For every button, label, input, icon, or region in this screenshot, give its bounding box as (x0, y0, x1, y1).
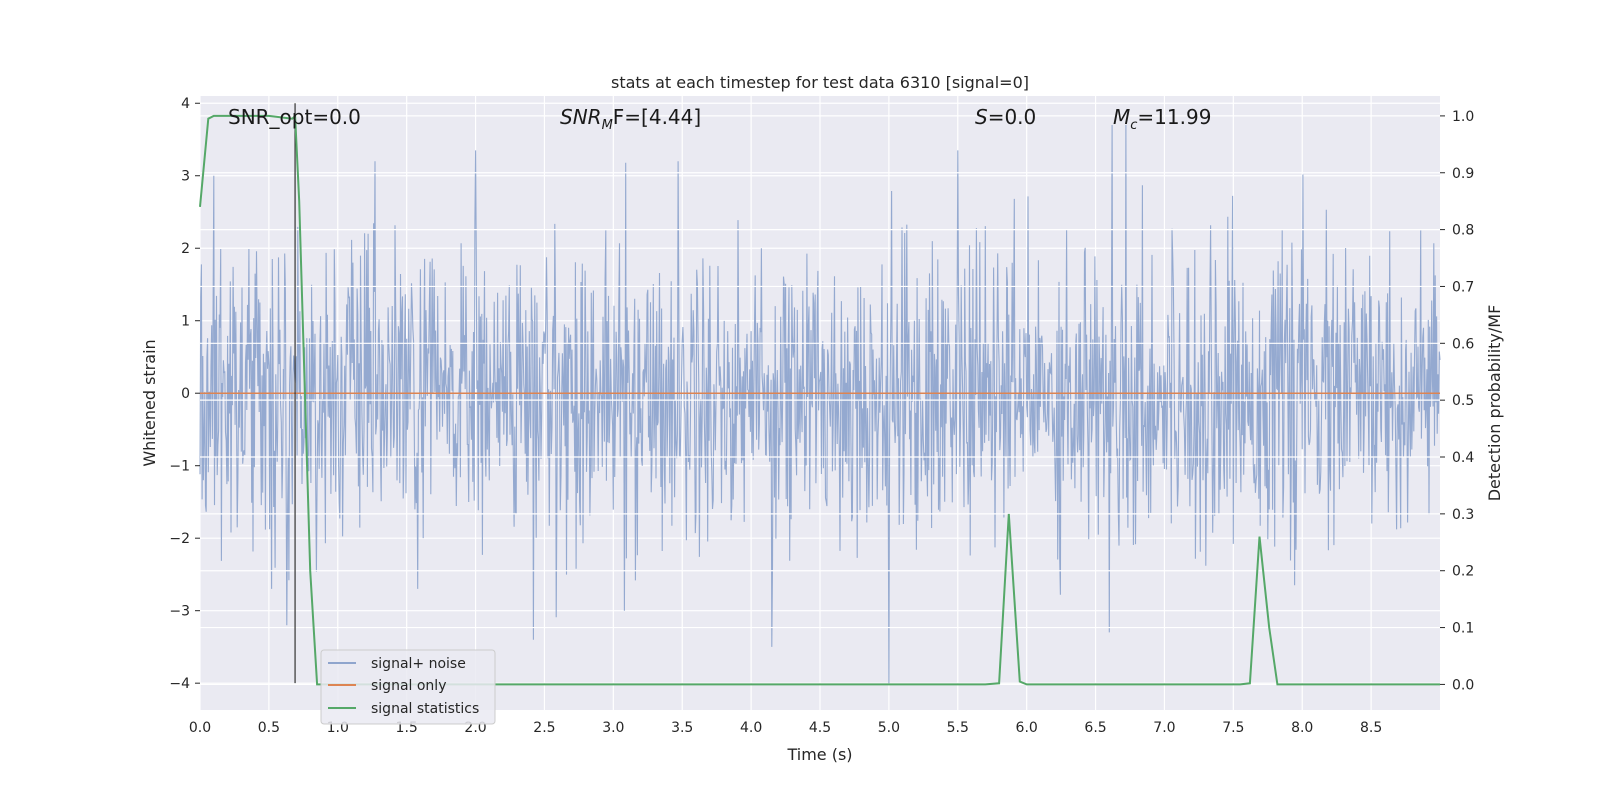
x-tick-label: 0.5 (258, 720, 280, 736)
x-tick-label: 2.5 (533, 720, 555, 736)
y-left-tick-label: 2 (181, 241, 190, 257)
s-main: S (975, 105, 988, 129)
legend-label-1: signal only (371, 678, 446, 694)
legend: signal+ noise signal only signal statist… (320, 649, 496, 725)
x-tick-label: 7.0 (1153, 720, 1175, 736)
y-right-tick-label: 0.3 (1452, 507, 1474, 523)
x-tick-label: 0.0 (189, 720, 211, 736)
y-left-tick-label: 0 (181, 386, 190, 402)
y-right-tick-label: 0.1 (1452, 621, 1474, 637)
y-left-tick-label: 1 (181, 314, 190, 330)
y-right-tick-label: 0.4 (1452, 450, 1474, 466)
snr-mf-main: SNR (560, 105, 602, 129)
y-right-ticks: 1.0 0.9 0.8 0.7 0.6 0.5 0.4 0.3 0.2 0.1 0.0 (1440, 109, 1474, 693)
x-tick-label: 7.5 (1222, 720, 1244, 736)
x-tick-label: 4.0 (740, 720, 762, 736)
y-left-tick-label: −2 (169, 531, 190, 547)
legend-box (320, 649, 496, 725)
mc-tail: =11.99 (1137, 105, 1211, 129)
x-tick-label: 8.0 (1291, 720, 1313, 736)
y-axis-right-label: Detection probability/MF (1485, 305, 1504, 502)
y-axis-left-label: Whitened strain (140, 339, 159, 466)
y-left-ticks: 4 3 2 1 0 −1 −2 −3 −4 (169, 96, 200, 692)
mc-sub: c (1130, 118, 1137, 133)
x-tick-label: 6.5 (1084, 720, 1106, 736)
annotation-s: S=0.0 (975, 105, 1036, 129)
x-tick-label: 6.0 (1016, 720, 1038, 736)
signal-noise-series (199, 124, 1441, 684)
y-left-tick-label: 4 (181, 96, 190, 112)
y-right-tick-label: 1.0 (1452, 109, 1474, 125)
y-right-tick-label: 0.9 (1452, 166, 1474, 182)
x-tick-label: 4.5 (809, 720, 831, 736)
snr-mf-sub: M (602, 118, 613, 133)
snr-mf-tail: F=[4.44] (613, 105, 701, 129)
y-right-tick-label: 0.7 (1452, 279, 1474, 295)
mc-main: M (1113, 105, 1130, 129)
y-left-tick-label: 3 (181, 169, 190, 185)
y-right-tick-label: 0.8 (1452, 223, 1474, 239)
x-tick-label: 3.0 (602, 720, 624, 736)
x-axis-label: Time (s) (786, 745, 852, 764)
y-right-tick-label: 0.2 (1452, 564, 1474, 580)
signal-statistics-line (199, 113, 1440, 686)
signal-noise-line (199, 124, 1441, 684)
annotation-snr-opt: SNR_opt=0.0 (228, 105, 361, 129)
y-left-tick-label: −3 (169, 604, 190, 620)
y-left-tick-label: −1 (169, 459, 190, 475)
annotation-snr-mf: SNRMF=[4.44] (560, 105, 701, 133)
x-tick-label: 5.5 (947, 720, 969, 736)
chart-title: stats at each timestep for test data 631… (611, 73, 1029, 92)
legend-label-2: signal statistics (371, 701, 479, 717)
s-tail: =0.0 (988, 105, 1037, 129)
x-tick-label: 5.0 (878, 720, 900, 736)
y-right-tick-label: 0.5 (1452, 393, 1474, 409)
y-left-tick-label: −4 (169, 676, 190, 692)
legend-label-0: signal+ noise (371, 656, 466, 672)
x-tick-label: 3.5 (671, 720, 693, 736)
x-tick-label: 8.5 (1360, 720, 1382, 736)
y-right-tick-label: 0.0 (1452, 677, 1474, 693)
annotation-mc: Mc=11.99 (1113, 105, 1211, 133)
y-right-tick-label: 0.6 (1452, 336, 1474, 352)
